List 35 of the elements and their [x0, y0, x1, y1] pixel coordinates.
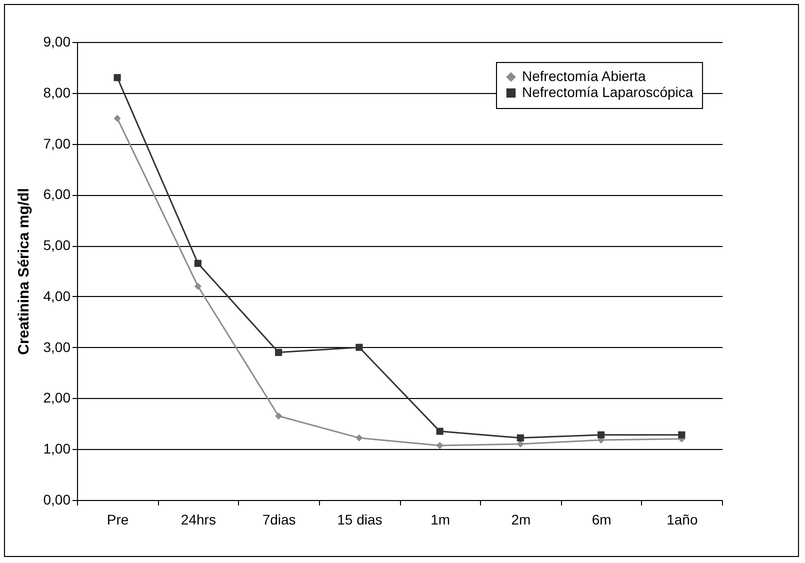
x-tick-label: Pre — [106, 512, 129, 528]
x-tick-label: 7dias — [262, 512, 296, 528]
y-tick-label: 9,00 — [43, 34, 71, 50]
y-tick-label: 7,00 — [43, 135, 71, 152]
point — [275, 348, 282, 356]
point — [598, 431, 605, 438]
point — [275, 412, 282, 420]
y-axis-title: Creatinina Sérica mg/dl — [15, 188, 32, 355]
y-tick-label: 5,00 — [43, 237, 71, 254]
point — [678, 431, 686, 438]
x-tick-label: 24hrs — [180, 512, 216, 528]
point — [114, 114, 121, 122]
legend-label: Nefrectomía Laparoscópica — [522, 84, 694, 100]
point — [516, 440, 524, 448]
x-tick-label: 1año — [666, 512, 698, 528]
y-tick-label: 0,00 — [43, 492, 71, 508]
point — [436, 442, 444, 450]
legend-label: Nefrectomía Abierta — [522, 68, 646, 84]
point — [194, 260, 202, 267]
y-tick-label: 4,00 — [43, 288, 71, 304]
point — [436, 428, 444, 435]
x-tick-label: 6m — [592, 512, 612, 528]
x-tick-label: 15 dias — [337, 512, 382, 528]
point — [516, 434, 524, 442]
y-tick-label: 8,00 — [43, 84, 71, 100]
y-tick-label: 1,00 — [43, 440, 71, 457]
x-tick-label: 1m — [430, 512, 450, 528]
point — [114, 74, 121, 82]
y-tick-label: 3,00 — [43, 338, 71, 355]
y-tick-label: 6,00 — [43, 186, 71, 202]
y-tick-label: 2,00 — [43, 390, 71, 406]
x-tick-label: 2m — [511, 512, 531, 528]
point — [356, 344, 363, 351]
point — [194, 282, 202, 290]
point — [356, 434, 363, 442]
